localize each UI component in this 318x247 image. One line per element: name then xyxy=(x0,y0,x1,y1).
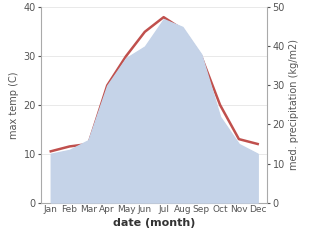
Y-axis label: med. precipitation (kg/m2): med. precipitation (kg/m2) xyxy=(289,40,299,170)
Y-axis label: max temp (C): max temp (C) xyxy=(9,71,19,139)
X-axis label: date (month): date (month) xyxy=(113,219,196,228)
